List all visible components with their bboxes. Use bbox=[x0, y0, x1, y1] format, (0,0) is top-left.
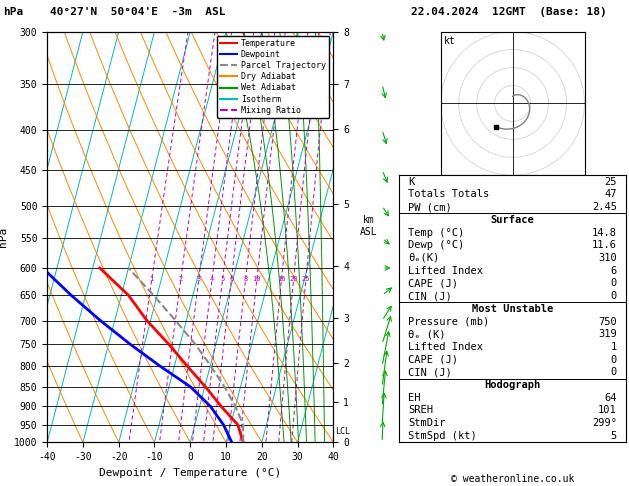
Text: θₑ (K): θₑ (K) bbox=[408, 329, 446, 339]
Text: StmDir: StmDir bbox=[408, 418, 446, 428]
Text: Most Unstable: Most Unstable bbox=[472, 304, 554, 314]
Text: 6: 6 bbox=[611, 266, 617, 276]
Text: 25: 25 bbox=[604, 177, 617, 187]
Text: LCL: LCL bbox=[335, 427, 350, 436]
Text: kt: kt bbox=[443, 36, 455, 46]
Text: 40°27'N  50°04'E  -3m  ASL: 40°27'N 50°04'E -3m ASL bbox=[50, 7, 226, 17]
Text: 11.6: 11.6 bbox=[592, 240, 617, 250]
Text: CAPE (J): CAPE (J) bbox=[408, 355, 459, 364]
Y-axis label: km
ASL: km ASL bbox=[360, 215, 377, 237]
Text: PW (cm): PW (cm) bbox=[408, 202, 452, 212]
Text: Lifted Index: Lifted Index bbox=[408, 266, 484, 276]
Text: K: K bbox=[408, 177, 415, 187]
Text: CIN (J): CIN (J) bbox=[408, 367, 452, 377]
Text: StmSpd (kt): StmSpd (kt) bbox=[408, 431, 477, 441]
Text: 319: 319 bbox=[598, 329, 617, 339]
Text: Lifted Index: Lifted Index bbox=[408, 342, 484, 352]
Text: CIN (J): CIN (J) bbox=[408, 291, 452, 301]
Text: 1: 1 bbox=[150, 276, 154, 282]
Text: 5: 5 bbox=[220, 276, 225, 282]
Text: 6: 6 bbox=[229, 276, 233, 282]
Text: Surface: Surface bbox=[491, 215, 535, 225]
Text: © weatheronline.co.uk: © weatheronline.co.uk bbox=[451, 473, 574, 484]
Text: 0: 0 bbox=[611, 291, 617, 301]
Text: 10: 10 bbox=[253, 276, 261, 282]
Text: 0: 0 bbox=[611, 367, 617, 377]
Text: 2: 2 bbox=[179, 276, 183, 282]
Text: Dewp (°C): Dewp (°C) bbox=[408, 240, 465, 250]
Text: 299°: 299° bbox=[592, 418, 617, 428]
Text: 750: 750 bbox=[598, 316, 617, 327]
Text: 0: 0 bbox=[611, 278, 617, 288]
Text: 25: 25 bbox=[302, 276, 310, 282]
Text: 4: 4 bbox=[210, 276, 214, 282]
Text: 8: 8 bbox=[243, 276, 248, 282]
Text: EH: EH bbox=[408, 393, 421, 403]
Text: 1: 1 bbox=[611, 342, 617, 352]
Text: 310: 310 bbox=[598, 253, 617, 263]
Text: 101: 101 bbox=[598, 405, 617, 416]
Text: 3: 3 bbox=[197, 276, 201, 282]
Text: SREH: SREH bbox=[408, 405, 433, 416]
Text: 64: 64 bbox=[604, 393, 617, 403]
Text: θₑ(K): θₑ(K) bbox=[408, 253, 440, 263]
Text: 14.8: 14.8 bbox=[592, 227, 617, 238]
Text: 47: 47 bbox=[604, 190, 617, 199]
Text: 20: 20 bbox=[289, 276, 298, 282]
Text: hPa: hPa bbox=[3, 7, 23, 17]
Legend: Temperature, Dewpoint, Parcel Trajectory, Dry Adiabat, Wet Adiabat, Isotherm, Mi: Temperature, Dewpoint, Parcel Trajectory… bbox=[217, 36, 329, 118]
Text: Totals Totals: Totals Totals bbox=[408, 190, 490, 199]
Text: 5: 5 bbox=[611, 431, 617, 441]
Text: 0: 0 bbox=[611, 355, 617, 364]
Text: Pressure (mb): Pressure (mb) bbox=[408, 316, 490, 327]
Text: 2.45: 2.45 bbox=[592, 202, 617, 212]
Text: 16: 16 bbox=[277, 276, 286, 282]
Text: CAPE (J): CAPE (J) bbox=[408, 278, 459, 288]
Text: Hodograph: Hodograph bbox=[484, 380, 541, 390]
Text: 22.04.2024  12GMT  (Base: 18): 22.04.2024 12GMT (Base: 18) bbox=[411, 7, 606, 17]
Y-axis label: hPa: hPa bbox=[0, 227, 8, 247]
X-axis label: Dewpoint / Temperature (°C): Dewpoint / Temperature (°C) bbox=[99, 468, 281, 478]
Text: Temp (°C): Temp (°C) bbox=[408, 227, 465, 238]
